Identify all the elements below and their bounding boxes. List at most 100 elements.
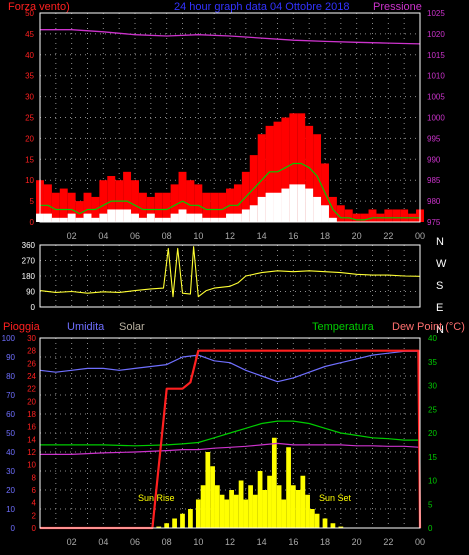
rain-x-tick-label: 08	[162, 537, 172, 547]
wind-time-tick-labels: 02 04 06 08 10 12 14 16 18 20 22 00	[67, 231, 425, 241]
sunset-annotation: Sun Set	[319, 493, 352, 503]
wind-gust-bar	[51, 192, 60, 222]
wind-gust-bar	[210, 192, 219, 222]
rain-y-tick-label: 14	[27, 435, 36, 444]
solar-bar	[295, 490, 301, 528]
temperature-line	[40, 420, 420, 447]
wind-min-bar	[138, 217, 147, 222]
rain-x-tick-label: 06	[130, 537, 140, 547]
wind-x-tick-label: 18	[320, 231, 330, 241]
wind-y-tick-label: 5	[30, 197, 35, 206]
wind-min-bar	[313, 196, 322, 222]
solar-bar	[164, 523, 170, 528]
solar-bar	[262, 490, 268, 528]
rain-x-tick-label: 12	[225, 537, 235, 547]
wind-gust-bar	[186, 180, 195, 222]
solar-bar	[267, 475, 272, 528]
solar-bar	[248, 485, 253, 528]
pressure-y-tick-label: 1025	[427, 9, 445, 18]
solar-bar	[229, 490, 234, 528]
rain-x-tick-label: 04	[98, 537, 108, 547]
humidity-y-tick-label: 0	[11, 524, 16, 533]
temperature-y-tick-label: 25	[428, 405, 437, 414]
wind-gust-bar	[289, 113, 298, 222]
rain-x-tick-label: 00	[415, 537, 425, 547]
solar-bar	[238, 480, 244, 528]
solar-bar	[300, 475, 306, 528]
rain-x-tick-label: 16	[288, 537, 298, 547]
wind-min-bar	[51, 217, 60, 222]
rain-x-tick-label: 20	[352, 537, 362, 547]
humidity-y-tick-label: 70	[6, 391, 15, 400]
wind-axis-label: Forza vento)	[8, 1, 70, 13]
wind-gust-bar	[194, 184, 203, 222]
rain-x-tick-label: 10	[193, 537, 203, 547]
wind-direction-line	[39, 246, 421, 298]
direction-tick-labels: 0 90 180 270 360	[22, 241, 36, 312]
rain-temperature-frame	[39, 337, 421, 529]
wind-x-tick-label: 14	[257, 231, 267, 241]
wind-min-bar	[75, 217, 84, 222]
humidity-y-tick-label: 80	[6, 372, 15, 381]
direction-y-tick-label: 90	[26, 288, 35, 297]
rain-y-tick-label: 12	[27, 448, 36, 457]
temperature-y-tick-label: 35	[428, 358, 437, 367]
dew-point-axis-label: Dew Point (°C)	[392, 321, 465, 333]
wind-gust-bar	[218, 192, 227, 222]
wind-y-tick-label: 50	[25, 9, 34, 18]
sunrise-annotation: Sun Rise	[138, 493, 175, 503]
solar-bar	[214, 485, 220, 528]
wind-gust-bar	[99, 180, 108, 222]
rain-y-tick-label: 20	[27, 397, 36, 406]
wind-gust-bar	[400, 209, 409, 222]
dew-point-line	[40, 442, 421, 455]
rain-y-tick-label: 2	[32, 511, 37, 520]
pressure-y-tick-label: 990	[427, 155, 441, 164]
wind-y-tick-label: 25	[25, 114, 34, 123]
solar-bar	[276, 485, 282, 528]
wind-gust-bar	[257, 134, 266, 222]
wind-x-tick-label: 00	[415, 231, 425, 241]
solar-bar	[195, 499, 201, 528]
wind-gust-bar	[233, 184, 242, 222]
temperature-y-tick-label: 15	[428, 453, 437, 462]
solar-bar	[290, 485, 296, 528]
rain-y-tick-label: 18	[27, 410, 36, 419]
direction-y-tick-label: 0	[31, 303, 36, 312]
direction-y-tick-label: 180	[22, 272, 36, 281]
solar-bar	[224, 499, 230, 528]
rain-y-tick-label: 16	[27, 423, 36, 432]
wind-y-tick-label: 40	[25, 51, 34, 60]
rain-time-tick-labels: 02 04 06 08 10 12 14 16 18 20 22 00	[67, 537, 425, 547]
solar-bar	[286, 447, 291, 528]
wind-min-bar	[194, 213, 203, 222]
wind-x-tick-label: 16	[288, 231, 298, 241]
pressure-y-tick-label: 1000	[427, 114, 445, 123]
wind-min-bar	[265, 192, 274, 222]
wind-y-tick-label: 45	[25, 30, 34, 39]
rain-y-tick-label: 26	[27, 359, 36, 368]
rain-axis-label: Pioggia	[3, 321, 41, 333]
temperature-y-tick-label: 10	[428, 477, 437, 486]
wind-direction-grid	[40, 245, 420, 307]
humidity-y-tick-label: 10	[6, 505, 15, 514]
wind-min-bar	[289, 184, 298, 222]
wind-y-tick-label: 20	[25, 134, 34, 143]
wind-min-bar	[297, 184, 306, 222]
solar-bar	[180, 513, 185, 528]
temperature-y-tick-label: 40	[428, 334, 437, 343]
wind-gust-bar	[154, 192, 163, 222]
temperature-axis-label: Temperatura	[312, 321, 375, 333]
wind-min-bar	[186, 213, 195, 222]
humidity-y-tick-label: 40	[6, 448, 15, 457]
wind-gust-bar	[352, 213, 361, 222]
pressure-y-tick-label: 985	[427, 176, 441, 185]
wind-gust-bar	[336, 205, 345, 222]
solar-bar	[305, 494, 310, 528]
wind-gust-bar	[170, 184, 179, 222]
humidity-y-tick-label: 20	[6, 486, 15, 495]
humidity-axis-label: Umidita	[67, 321, 105, 333]
wind-gust-bar	[59, 188, 68, 222]
